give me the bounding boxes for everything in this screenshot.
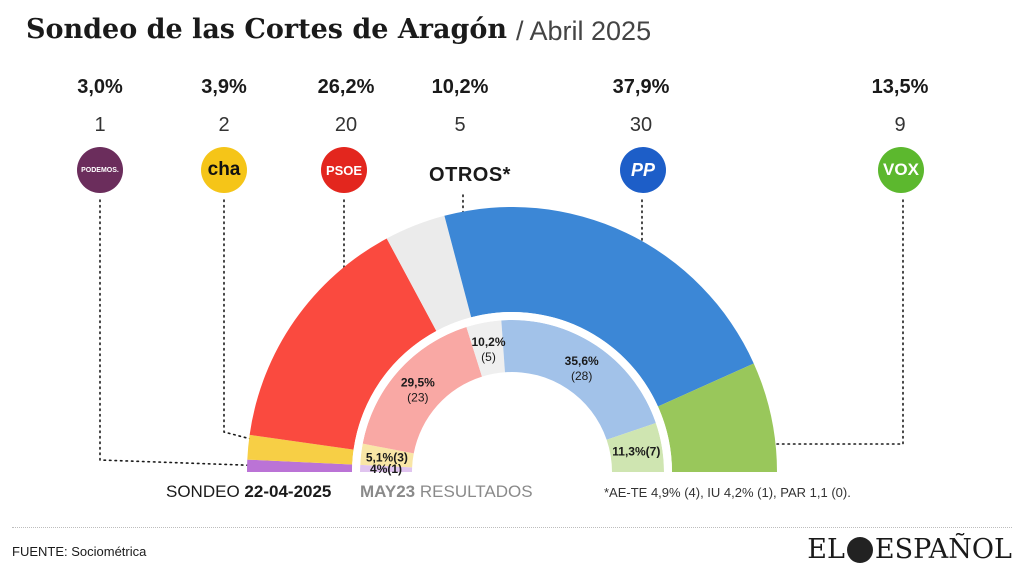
lion-icon <box>846 536 873 563</box>
chart-title: Sondeo de las Cortes de Aragón <box>26 14 508 45</box>
sondeo-ring <box>247 207 777 472</box>
otros-pct: 10,2% <box>431 76 489 98</box>
may23-label-otros: 10,2% <box>471 335 505 349</box>
divider <box>12 527 1012 528</box>
source-text: FUENTE: Sociométrica <box>12 544 147 559</box>
leader-line <box>725 199 904 445</box>
may23-podemos-segment <box>360 464 413 472</box>
sondeo-otros-segment <box>386 215 472 332</box>
podemos-logo-icon: PODEMOS. <box>77 147 123 193</box>
pp-logo-icon: PP <box>620 147 666 193</box>
vox-seats: 9 <box>894 114 906 136</box>
may23-pp-segment <box>501 320 656 440</box>
may23-vox-segment <box>606 423 664 472</box>
vox-pct: 13,5% <box>871 76 929 98</box>
pp-pct: 37,9% <box>612 76 670 98</box>
may23-caption: MAY23 RESULTADOS <box>360 482 533 501</box>
psoe-pct: 26,2% <box>317 76 375 98</box>
may23-labels: 4%(1)5,1%(3) 29,5%(23) 10,2%(5) 35,6%(28) 11… <box>366 335 660 476</box>
may23-label-pp: 35,6% <box>565 354 599 368</box>
leader-line <box>223 199 302 453</box>
may23-seats-pp: (28) <box>571 369 592 383</box>
may23-seats-otros: (5) <box>481 350 496 364</box>
cha-pct: 3,9% <box>201 76 247 98</box>
may23-label-podemos: 4%(1) <box>370 462 402 476</box>
sondeo-podemos-segment <box>247 459 353 472</box>
may23-seats-psoe: (23) <box>407 390 428 404</box>
footnote: *AE-TE 4,9% (4), IU 4,2% (1), PAR 1,1 (0… <box>604 485 851 500</box>
may23-psoe-segment <box>362 327 482 454</box>
leader-line <box>99 199 301 468</box>
may23-label-vox: 11,3%(7) <box>612 444 660 458</box>
brand-logo: EL ESPAÑOL <box>807 534 1012 565</box>
sondeo-psoe-segment <box>249 238 437 450</box>
may23-cha-segment <box>360 443 414 468</box>
psoe-logo-icon: PSOE <box>321 147 367 193</box>
vox-logo-icon: VOX <box>878 147 924 193</box>
otros-label: OTROS* <box>429 164 511 186</box>
sondeo-pp-segment <box>444 207 754 407</box>
cha-seats: 2 <box>218 114 230 136</box>
may23-label-psoe: 29,5% <box>401 375 435 389</box>
chart-subtitle: / Abril 2025 <box>516 16 652 46</box>
sondeo-caption: SONDEO 22-04-2025 <box>166 482 332 501</box>
psoe-seats: 20 <box>334 114 358 136</box>
may23-label-cha: 5,1%(3) <box>366 450 408 464</box>
podemos-pct: 3,0% <box>77 76 123 98</box>
sondeo-vox-segment <box>657 363 777 472</box>
may23-otros-segment <box>466 320 505 377</box>
sondeo-cha-segment <box>247 434 354 465</box>
cha-logo-icon: cha <box>201 147 247 193</box>
otros-seats: 5 <box>454 114 466 136</box>
pp-seats: 30 <box>629 114 653 136</box>
may23-ring <box>352 312 672 472</box>
podemos-seats: 1 <box>94 114 106 136</box>
